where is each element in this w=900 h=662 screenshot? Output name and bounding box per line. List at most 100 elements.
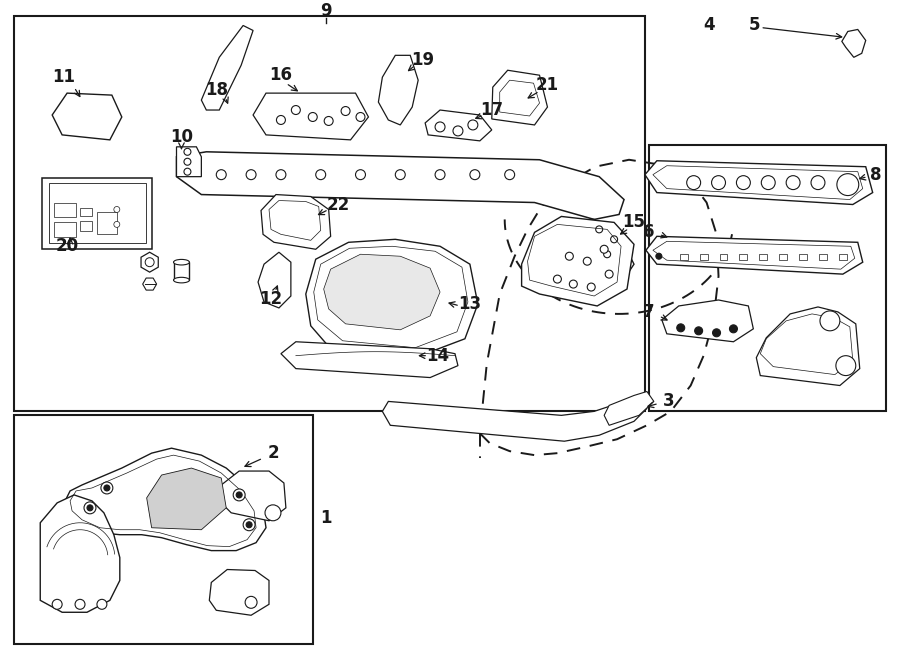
- Polygon shape: [221, 471, 286, 521]
- Bar: [14, 415, 313, 644]
- Text: 16: 16: [269, 66, 292, 84]
- Circle shape: [101, 482, 112, 494]
- Circle shape: [356, 169, 365, 179]
- Circle shape: [712, 175, 725, 189]
- Circle shape: [87, 505, 93, 511]
- Circle shape: [583, 258, 591, 265]
- Text: 3: 3: [663, 393, 675, 410]
- Circle shape: [687, 175, 700, 189]
- Text: 14: 14: [427, 347, 450, 365]
- Polygon shape: [574, 219, 634, 279]
- Circle shape: [610, 236, 617, 243]
- Polygon shape: [258, 252, 291, 308]
- Circle shape: [505, 169, 515, 179]
- Circle shape: [236, 492, 242, 498]
- Circle shape: [587, 283, 595, 291]
- Circle shape: [604, 251, 610, 258]
- Circle shape: [600, 246, 608, 254]
- Polygon shape: [662, 300, 753, 342]
- Polygon shape: [281, 342, 458, 377]
- Bar: [740, 254, 747, 260]
- Text: 12: 12: [259, 290, 283, 308]
- Ellipse shape: [174, 260, 189, 265]
- Polygon shape: [176, 147, 202, 177]
- Circle shape: [435, 169, 445, 179]
- Bar: [174, 262, 189, 280]
- Polygon shape: [604, 391, 654, 425]
- Polygon shape: [522, 216, 634, 306]
- Circle shape: [677, 324, 685, 332]
- Bar: [97, 213, 117, 234]
- Text: 15: 15: [623, 213, 645, 232]
- Circle shape: [356, 113, 365, 121]
- Text: 10: 10: [170, 128, 193, 146]
- Circle shape: [820, 311, 840, 331]
- Text: 19: 19: [411, 51, 435, 70]
- Circle shape: [145, 258, 154, 267]
- Circle shape: [695, 327, 703, 335]
- Bar: [839, 254, 847, 260]
- Circle shape: [184, 148, 191, 156]
- Circle shape: [246, 522, 252, 528]
- Polygon shape: [646, 236, 863, 274]
- Text: 4: 4: [703, 17, 715, 34]
- Polygon shape: [306, 240, 478, 355]
- Polygon shape: [378, 56, 419, 125]
- Text: 22: 22: [327, 195, 350, 214]
- Text: 13: 13: [458, 295, 482, 313]
- Text: 2: 2: [267, 444, 279, 462]
- Bar: [54, 203, 76, 217]
- Circle shape: [837, 173, 859, 195]
- Circle shape: [435, 122, 445, 132]
- Circle shape: [453, 126, 463, 136]
- Circle shape: [596, 226, 603, 233]
- Circle shape: [184, 158, 191, 166]
- Circle shape: [233, 489, 245, 501]
- Polygon shape: [141, 252, 158, 272]
- Bar: [80, 221, 92, 231]
- Polygon shape: [756, 307, 860, 385]
- Text: 5: 5: [749, 17, 760, 34]
- Text: 17: 17: [481, 101, 503, 119]
- Bar: [649, 145, 886, 411]
- Circle shape: [316, 169, 326, 179]
- Polygon shape: [382, 399, 647, 441]
- Polygon shape: [147, 468, 226, 530]
- Polygon shape: [40, 495, 120, 612]
- Polygon shape: [425, 110, 491, 141]
- Polygon shape: [143, 278, 157, 290]
- Circle shape: [309, 113, 317, 121]
- Circle shape: [84, 502, 96, 514]
- Polygon shape: [52, 93, 122, 140]
- Polygon shape: [645, 161, 873, 205]
- Polygon shape: [491, 70, 547, 125]
- Circle shape: [52, 599, 62, 609]
- Circle shape: [184, 168, 191, 175]
- Polygon shape: [176, 152, 624, 219]
- Polygon shape: [202, 26, 253, 110]
- Bar: [680, 254, 688, 260]
- Bar: [80, 209, 92, 216]
- Circle shape: [216, 169, 226, 179]
- Text: 1: 1: [320, 509, 331, 527]
- Polygon shape: [210, 569, 269, 615]
- Text: 18: 18: [205, 81, 228, 99]
- Circle shape: [75, 599, 85, 609]
- Text: 6: 6: [644, 223, 654, 242]
- Circle shape: [265, 505, 281, 521]
- Bar: [699, 254, 707, 260]
- Circle shape: [554, 275, 562, 283]
- Bar: [799, 254, 807, 260]
- Polygon shape: [842, 30, 866, 58]
- Ellipse shape: [174, 277, 189, 283]
- Circle shape: [605, 270, 613, 278]
- Circle shape: [113, 221, 120, 227]
- Text: 7: 7: [644, 303, 654, 321]
- Circle shape: [104, 485, 110, 491]
- Circle shape: [470, 169, 480, 179]
- Text: 8: 8: [870, 166, 881, 183]
- Circle shape: [245, 596, 257, 608]
- Bar: [42, 177, 151, 250]
- Bar: [14, 15, 645, 411]
- Circle shape: [713, 329, 721, 337]
